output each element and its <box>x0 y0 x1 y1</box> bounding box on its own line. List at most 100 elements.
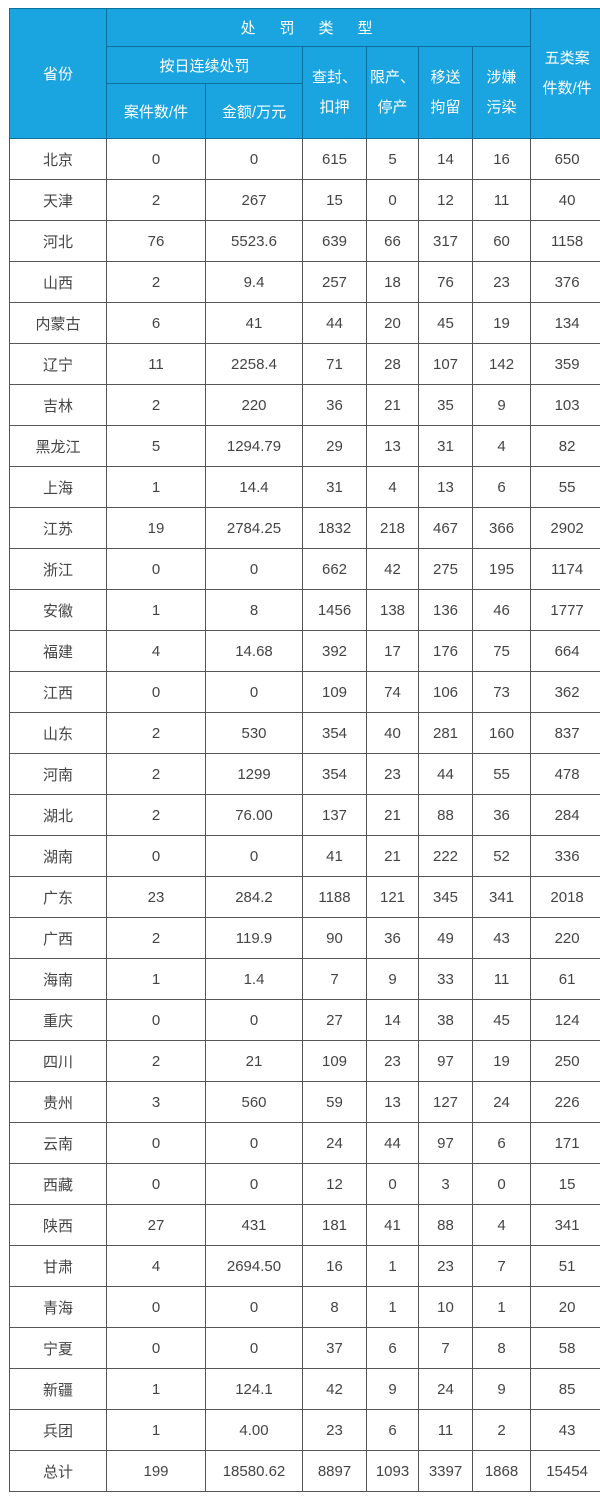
province-cell: 黑龙江 <box>9 425 107 467</box>
value-cell: 24 <box>471 1081 532 1123</box>
value-cell: 76.00 <box>205 794 303 836</box>
value-cell: 27 <box>302 999 367 1041</box>
province-cell: 浙江 <box>9 548 107 590</box>
value-cell: 37 <box>302 1327 367 1369</box>
table-row: 青海 0 0 8 1 10 1 20 <box>9 1286 600 1328</box>
value-cell: 9 <box>366 958 419 1000</box>
value-cell: 45 <box>418 302 473 344</box>
value-cell: 11 <box>471 179 532 221</box>
value-cell: 1 <box>366 1245 419 1287</box>
value-cell: 82 <box>530 425 600 467</box>
value-cell: 1158 <box>530 220 600 262</box>
table-row: 江苏 19 2784.25 1832 218 467 366 2902 <box>9 507 600 549</box>
value-cell: 49 <box>418 917 473 959</box>
value-cell: 7 <box>302 958 367 1000</box>
value-cell: 1456 <box>302 589 367 631</box>
value-cell: 366 <box>471 507 532 549</box>
value-cell: 354 <box>302 712 367 754</box>
value-cell: 1.4 <box>205 958 303 1000</box>
value-cell: 7 <box>418 1327 473 1369</box>
value-cell: 134 <box>530 302 600 344</box>
value-cell: 0 <box>366 179 419 221</box>
value-cell: 136 <box>418 589 473 631</box>
value-cell: 31 <box>302 466 367 508</box>
table-row: 黑龙江 5 1294.79 29 13 31 4 82 <box>9 425 600 467</box>
value-cell: 8 <box>205 589 303 631</box>
value-cell: 199 <box>106 1450 206 1492</box>
province-cell: 总计 <box>9 1450 107 1492</box>
table-row: 广西 2 119.9 90 36 49 43 220 <box>9 917 600 959</box>
value-cell: 1093 <box>366 1450 419 1492</box>
value-cell: 109 <box>302 1040 367 1082</box>
value-cell: 21 <box>366 794 419 836</box>
value-cell: 4 <box>366 466 419 508</box>
value-cell: 138 <box>366 589 419 631</box>
value-cell: 5 <box>106 425 206 467</box>
table-row: 安徽 1 8 1456 138 136 46 1777 <box>9 589 600 631</box>
value-cell: 359 <box>530 343 600 385</box>
province-cell: 湖南 <box>9 835 107 877</box>
province-cell: 安徽 <box>9 589 107 631</box>
table-row: 宁夏 0 0 37 6 7 8 58 <box>9 1327 600 1369</box>
province-cell: 江西 <box>9 671 107 713</box>
value-cell: 19 <box>106 507 206 549</box>
value-cell: 2 <box>106 179 206 221</box>
header-amount: 金额/万元 <box>205 83 303 139</box>
value-cell: 284.2 <box>205 876 303 918</box>
value-cell: 90 <box>302 917 367 959</box>
value-cell: 336 <box>530 835 600 877</box>
value-cell: 2 <box>471 1409 532 1451</box>
value-cell: 1 <box>366 1286 419 1328</box>
value-cell: 61 <box>530 958 600 1000</box>
province-cell: 广东 <box>9 876 107 918</box>
value-cell: 41 <box>302 835 367 877</box>
value-cell: 1299 <box>205 753 303 795</box>
value-cell: 662 <box>302 548 367 590</box>
value-cell: 75 <box>471 630 532 672</box>
province-cell: 陕西 <box>9 1204 107 1246</box>
value-cell: 0 <box>366 1163 419 1205</box>
value-cell: 35 <box>418 384 473 426</box>
value-cell: 0 <box>106 671 206 713</box>
value-cell: 124 <box>530 999 600 1041</box>
value-cell: 5 <box>366 138 419 180</box>
value-cell: 171 <box>530 1122 600 1164</box>
value-cell: 650 <box>530 138 600 180</box>
value-cell: 2902 <box>530 507 600 549</box>
value-cell: 10 <box>418 1286 473 1328</box>
value-cell: 76 <box>418 261 473 303</box>
value-cell: 29 <box>302 425 367 467</box>
value-cell: 345 <box>418 876 473 918</box>
value-cell: 11 <box>418 1409 473 1451</box>
table-row: 兵团 1 4.00 23 6 11 2 43 <box>9 1409 600 1451</box>
province-cell: 河南 <box>9 753 107 795</box>
value-cell: 3 <box>418 1163 473 1205</box>
value-cell: 85 <box>530 1368 600 1410</box>
value-cell: 376 <box>530 261 600 303</box>
table-row: 四川 2 21 109 23 97 19 250 <box>9 1040 600 1082</box>
value-cell: 76 <box>106 220 206 262</box>
value-cell: 24 <box>418 1368 473 1410</box>
value-cell: 14 <box>366 999 419 1041</box>
value-cell: 124.1 <box>205 1368 303 1410</box>
value-cell: 106 <box>418 671 473 713</box>
value-cell: 19 <box>471 1040 532 1082</box>
value-cell: 250 <box>530 1040 600 1082</box>
value-cell: 160 <box>471 712 532 754</box>
value-cell: 4.00 <box>205 1409 303 1451</box>
value-cell: 11 <box>471 958 532 1000</box>
value-cell: 275 <box>418 548 473 590</box>
table-row: 浙江 0 0 662 42 275 195 1174 <box>9 548 600 590</box>
table-row: 山西 2 9.4 257 18 76 23 376 <box>9 261 600 303</box>
value-cell: 137 <box>302 794 367 836</box>
value-cell: 0 <box>205 1327 303 1369</box>
value-cell: 4 <box>471 1204 532 1246</box>
value-cell: 181 <box>302 1204 367 1246</box>
value-cell: 51 <box>530 1245 600 1287</box>
province-cell: 河北 <box>9 220 107 262</box>
value-cell: 6 <box>471 1122 532 1164</box>
province-cell: 江苏 <box>9 507 107 549</box>
table-row: 重庆 0 0 27 14 38 45 124 <box>9 999 600 1041</box>
table-row: 天津 2 267 15 0 12 11 40 <box>9 179 600 221</box>
province-cell: 湖北 <box>9 794 107 836</box>
